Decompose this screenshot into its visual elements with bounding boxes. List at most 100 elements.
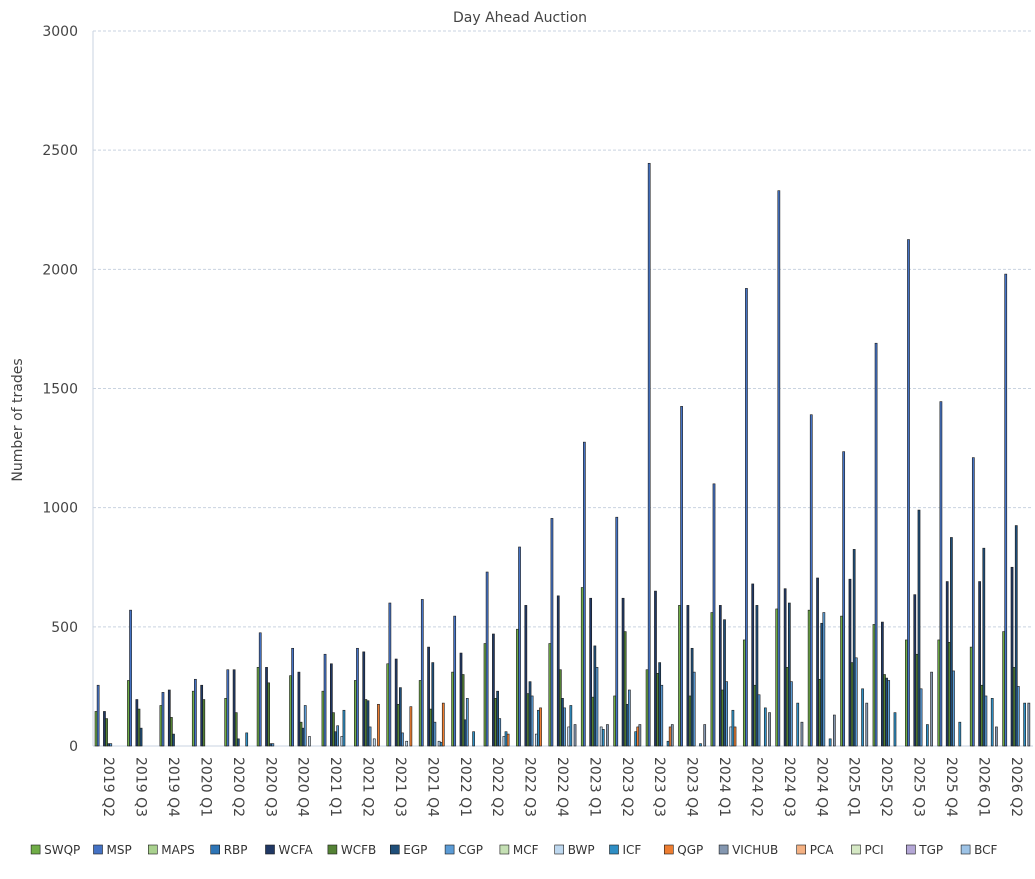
- legend-label-vichub: VICHUB: [732, 843, 778, 857]
- x-tick-label: 2020 Q1: [197, 757, 213, 817]
- bar-cgp-14: [563, 707, 566, 747]
- legend-label-swqp: SWQP: [44, 843, 80, 857]
- bar-msp-14: [550, 518, 554, 747]
- bar-msp-9: [388, 602, 392, 747]
- bar-icf-22: [828, 738, 832, 747]
- legend-swatch-swqp: [30, 844, 41, 855]
- bar-swqp-3: [191, 690, 195, 747]
- bar-msp-8: [356, 647, 359, 747]
- bar-icf-24: [893, 712, 897, 747]
- bar-cgp-15: [595, 667, 599, 747]
- bar-wcfb-1: [137, 708, 141, 747]
- bar-bwp-10: [437, 740, 441, 747]
- x-tick-label: 2020 Q4: [295, 757, 311, 817]
- bar-wcfa-15: [589, 597, 593, 747]
- x-tick-label: 2021 Q2: [360, 757, 376, 817]
- bar-bwp-12: [502, 736, 506, 747]
- bar-msp-18: [680, 406, 683, 747]
- bar-egp-8: [366, 700, 370, 747]
- y-tick-label: 2500: [42, 143, 78, 159]
- bar-cgp-13: [530, 695, 534, 747]
- bar-cgp-27: [984, 695, 988, 747]
- bar-bwp-8: [372, 738, 376, 747]
- bar-egp-27: [982, 547, 986, 747]
- legend-swatch-pci: [851, 844, 861, 855]
- bar-swqp-18: [678, 605, 681, 747]
- bar-vichub-15: [606, 724, 609, 747]
- legend-swatch-wcfa: [265, 844, 275, 855]
- bars-group: [94, 162, 1031, 747]
- bar-swqp-16: [613, 695, 617, 747]
- legend-label-msp: MSP: [107, 843, 132, 857]
- bar-wcfb-23: [850, 662, 854, 747]
- bar-swqp-9: [386, 663, 390, 747]
- bar-qgp-13: [539, 707, 542, 747]
- bar-egp-16: [625, 703, 629, 747]
- bar-qgp-8: [377, 703, 380, 747]
- y-tick-label: 500: [51, 620, 78, 636]
- x-tick-label: 2023 Q4: [684, 757, 700, 817]
- bar-bwp-14: [567, 726, 571, 747]
- bar-egp-7: [334, 731, 337, 747]
- bar-vichub-16: [638, 724, 642, 747]
- x-tick-label: 2026 Q2: [1008, 757, 1024, 817]
- bar-cgp-8: [368, 726, 372, 747]
- bar-wcfa-14: [556, 595, 560, 747]
- bar-egp-9: [399, 687, 402, 747]
- bar-cgp-9: [401, 732, 404, 747]
- legend-swatch-tgp: [905, 844, 916, 855]
- x-tick-label: 2019 Q4: [165, 757, 181, 817]
- bar-wcfb-5: [267, 682, 270, 747]
- bar-qgp-10: [441, 702, 445, 747]
- bar-icf-20: [763, 707, 767, 747]
- bar-wcfa-8: [362, 651, 366, 747]
- bar-msp-15: [583, 441, 586, 747]
- bar-icf-23: [861, 688, 864, 747]
- bar-wcfa-13: [524, 605, 528, 747]
- x-tick-label: 2022 Q3: [522, 757, 538, 817]
- bar-wcfa-24: [881, 621, 884, 747]
- bar-icf-26: [958, 721, 962, 747]
- x-tick-label: 2025 Q1: [846, 757, 862, 817]
- x-tick-label: 2023 Q1: [586, 757, 602, 817]
- legend-swatch-bcf: [960, 844, 971, 855]
- bar-wcfa-28: [1010, 566, 1014, 747]
- bar-bwp-13: [534, 733, 538, 747]
- bar-swqp-21: [775, 608, 779, 747]
- bar-wcfa-9: [394, 658, 398, 747]
- bar-swqp-23: [840, 615, 843, 747]
- bar-icf-7: [342, 709, 346, 747]
- bar-msp-6: [291, 647, 294, 747]
- bar-swqp-28: [1002, 631, 1005, 747]
- bar-swqp-11: [451, 671, 454, 747]
- bar-wcfb-28: [1012, 667, 1016, 747]
- bar-wcfb-2: [170, 717, 173, 747]
- bar-swqp-20: [742, 639, 746, 747]
- bar-bwp-6: [308, 736, 311, 747]
- bar-icf-12: [504, 731, 508, 747]
- bar-cgp-7: [336, 725, 340, 747]
- bar-msp-13: [518, 546, 521, 747]
- bar-egp-2: [172, 733, 175, 747]
- bar-vichub-23: [865, 702, 869, 747]
- bar-wcfb-3: [202, 699, 206, 747]
- bar-wcfa-18: [686, 605, 690, 747]
- bar-swqp-2: [159, 705, 163, 747]
- legend-label-icf: ICF: [623, 843, 642, 857]
- bar-wcfb-20: [753, 684, 757, 747]
- x-tick-label: 2021 Q3: [392, 757, 408, 817]
- y-axis-label: Number of trades: [10, 358, 26, 481]
- bar-wcfa-12: [492, 633, 495, 747]
- bar-icf-28: [1023, 702, 1026, 747]
- bar-wcfb-22: [818, 678, 821, 747]
- bar-cgp-6: [303, 705, 307, 747]
- bar-wcfb-25: [915, 653, 919, 747]
- bar-msp-24: [874, 342, 878, 747]
- bar-egp-24: [885, 677, 888, 747]
- legend-label-mcf: MCF: [513, 843, 539, 857]
- bar-vichub-27: [995, 726, 998, 747]
- bar-msp-28: [1004, 273, 1008, 747]
- bar-msp-23: [842, 451, 846, 747]
- bar-msp-16: [615, 516, 619, 747]
- bar-wcfb-24: [883, 674, 886, 747]
